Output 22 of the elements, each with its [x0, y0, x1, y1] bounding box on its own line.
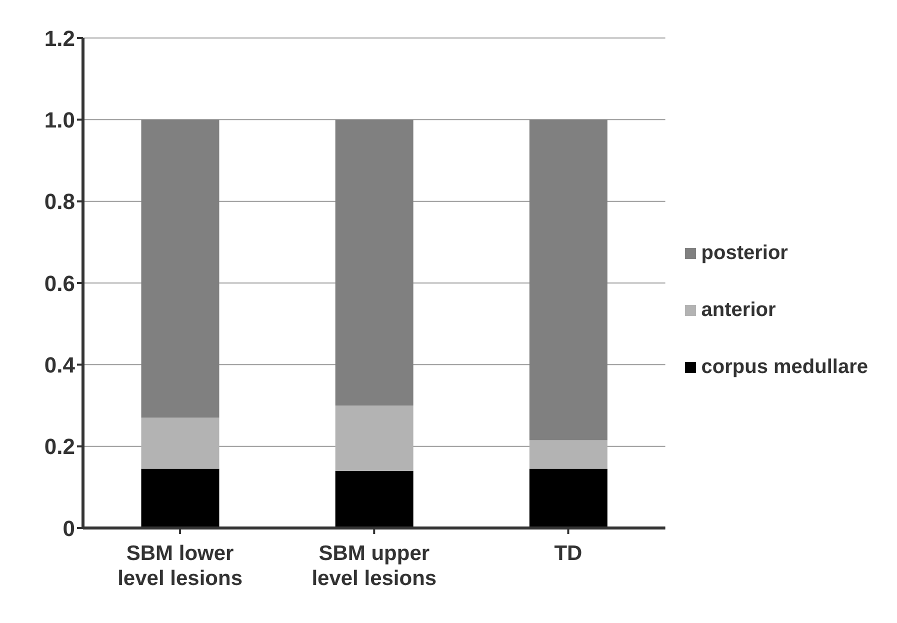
bar — [529, 440, 608, 469]
y-tick-label: 1.0 — [44, 107, 75, 132]
x-tick-label: TD — [554, 542, 582, 565]
legend-label: anterior — [701, 299, 776, 322]
bar — [335, 406, 414, 471]
bar — [335, 120, 414, 406]
bar — [141, 418, 220, 469]
legend-label: corpus medullare — [701, 356, 868, 379]
x-tick-label: SBM upper level lesions — [312, 542, 437, 590]
x-tick-label: SBM lower level lesions — [118, 542, 242, 590]
y-tick-label: 1.2 — [44, 26, 75, 51]
bar — [335, 470, 414, 528]
y-tick-label: 0 — [62, 516, 75, 541]
y-tick-label: 0.4 — [44, 352, 76, 378]
y-tick-label: 0.6 — [44, 270, 75, 296]
legend-label: posterior — [701, 242, 788, 265]
bar — [141, 468, 220, 528]
bar — [529, 468, 608, 528]
bar — [141, 120, 220, 418]
bar — [529, 120, 608, 440]
y-tick-label: 0.8 — [44, 189, 75, 214]
y-tick-label: 0.2 — [44, 434, 75, 460]
